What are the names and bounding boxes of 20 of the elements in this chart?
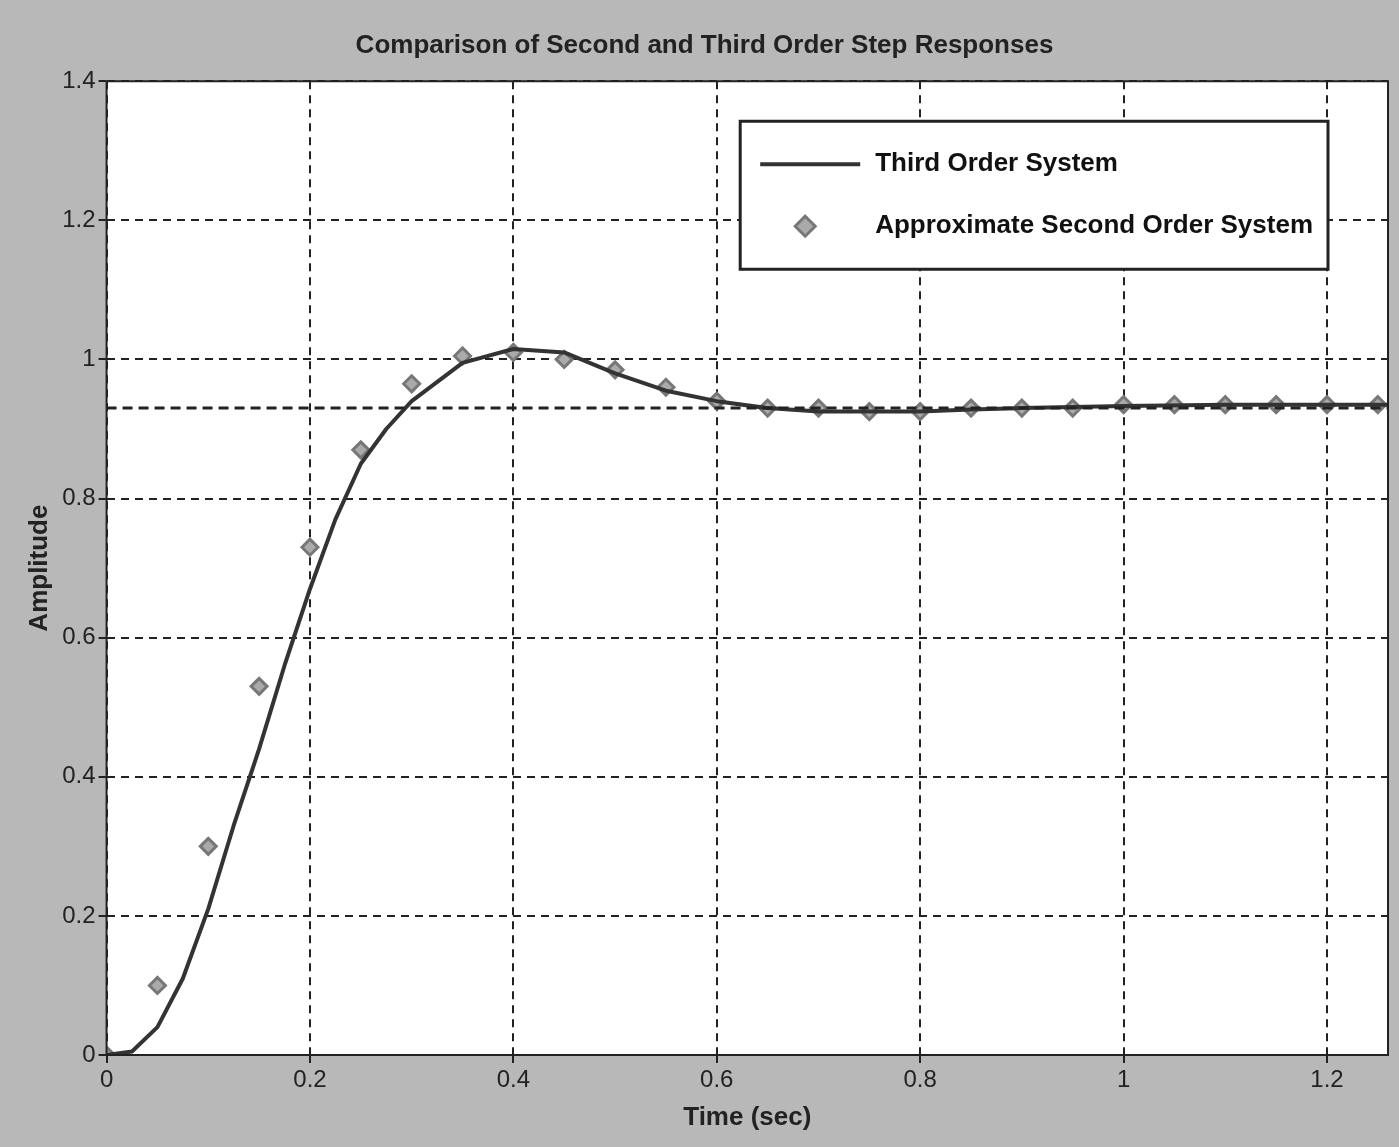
y-tick-label: 0 — [82, 1039, 96, 1067]
y-tick-label: 0.2 — [62, 900, 96, 928]
x-tick-label: 0.4 — [496, 1065, 531, 1093]
legend-label: Third Order System — [875, 147, 1118, 178]
x-tick-label: 0 — [99, 1065, 114, 1093]
y-tick-label: 1.2 — [62, 204, 96, 232]
x-tick-label: 1 — [1116, 1065, 1131, 1093]
x-tick-label: 0.8 — [903, 1065, 937, 1093]
y-tick-label: 0.8 — [62, 483, 96, 511]
legend-label: Approximate Second Order System — [875, 209, 1314, 240]
y-tick-label: 0.6 — [62, 622, 96, 650]
x-tick-label: 0.6 — [700, 1065, 734, 1093]
y-tick-label: 0.4 — [62, 761, 96, 789]
x-tick-label: 1.2 — [1310, 1065, 1344, 1093]
x-axis-title: Time (sec) — [683, 1100, 812, 1131]
x-tick-label: 0.2 — [293, 1065, 327, 1093]
y-axis-title: Amplitude — [22, 504, 53, 632]
y-tick-label: 1.4 — [62, 65, 96, 93]
chart-title: Comparison of Second and Third Order Step Responses — [355, 28, 1054, 59]
y-tick-label: 1 — [82, 344, 96, 372]
